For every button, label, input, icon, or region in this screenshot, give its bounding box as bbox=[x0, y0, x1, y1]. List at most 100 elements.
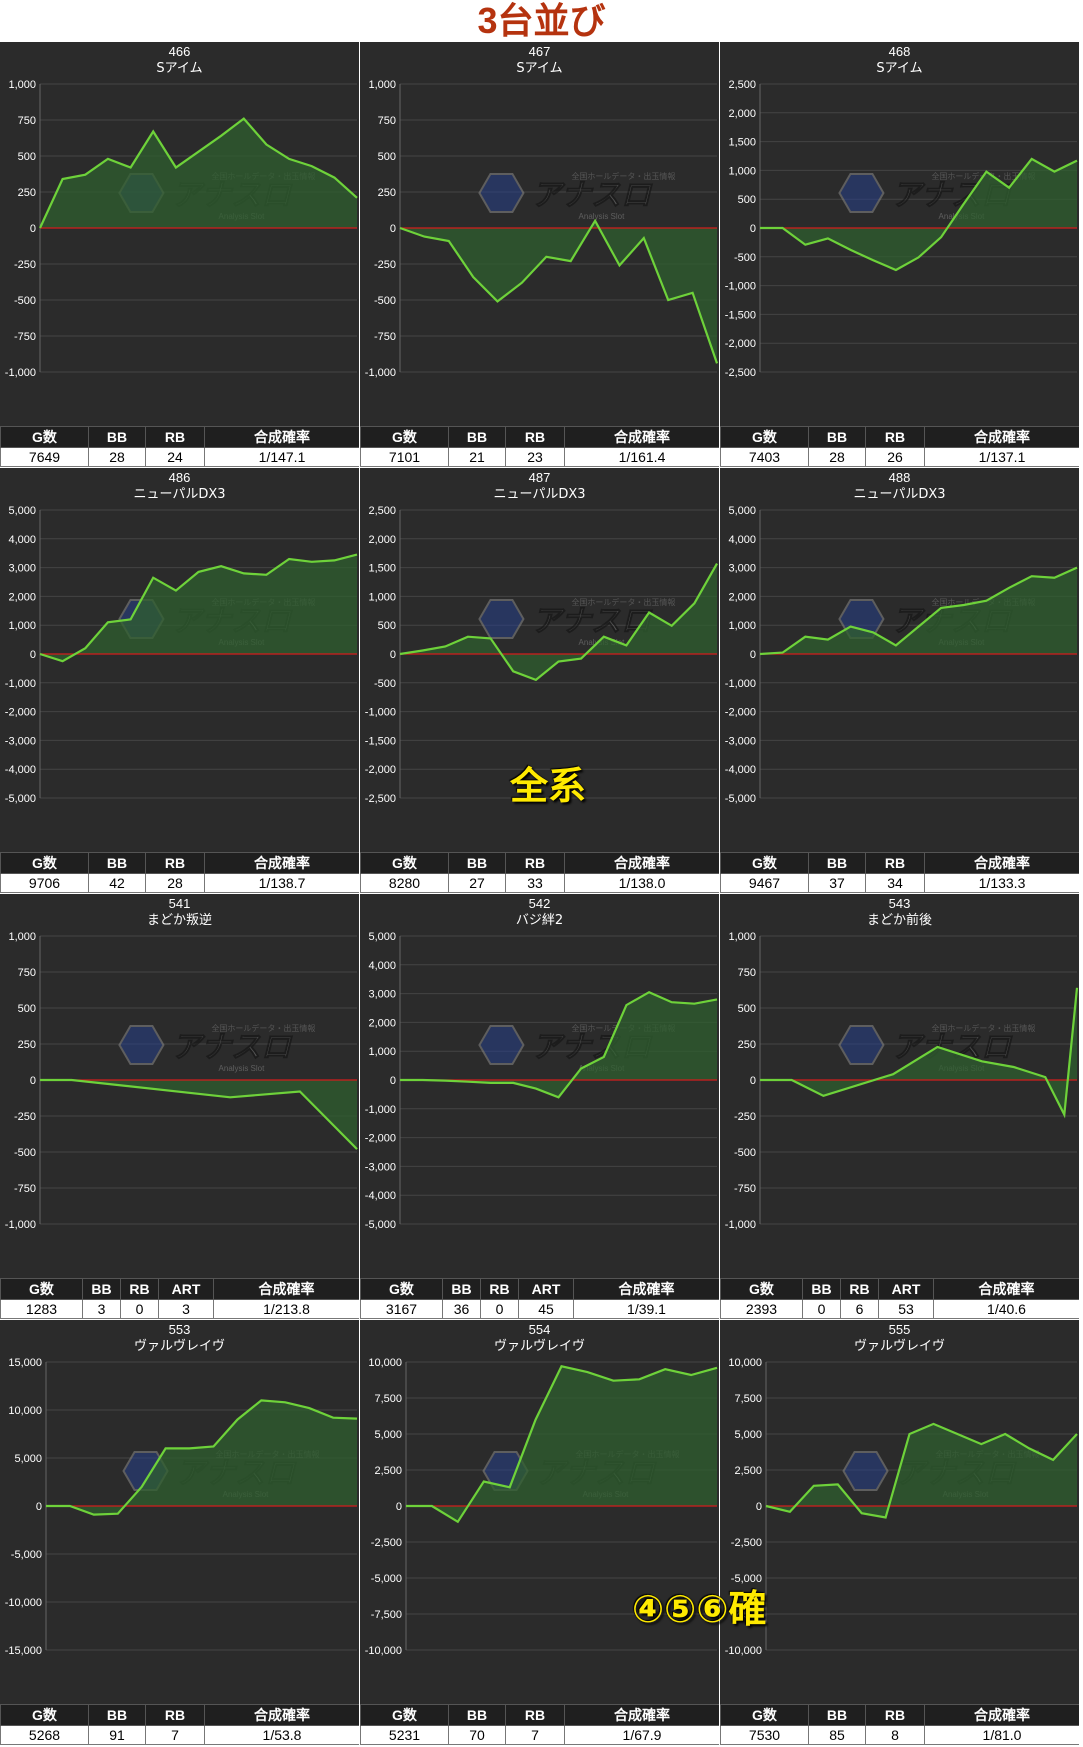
y-tick-label: -2,000 bbox=[365, 764, 396, 776]
y-tick-label: -1,000 bbox=[725, 281, 756, 293]
stats-header: 合成確率 bbox=[564, 1704, 719, 1726]
y-tick-label: -1,000 bbox=[5, 1219, 36, 1231]
y-tick-label: 2,000 bbox=[728, 591, 756, 603]
y-tick-label: 500 bbox=[378, 620, 396, 632]
chart-machine-name: ヴァルヴレイヴ bbox=[134, 1338, 225, 1354]
stats-value: 1/133.3 bbox=[924, 873, 1079, 893]
stats-value: 5268 bbox=[0, 1725, 89, 1745]
stats-header: 合成確率 bbox=[204, 426, 359, 448]
stats-value: 53 bbox=[878, 1299, 934, 1319]
y-tick-label: -10,000 bbox=[365, 1645, 402, 1657]
watermark-brand: アナスロ bbox=[171, 1030, 292, 1065]
y-tick-label: 0 bbox=[750, 649, 756, 661]
y-tick-label: -5,000 bbox=[725, 793, 756, 805]
stats-value: 45 bbox=[518, 1299, 574, 1319]
chart-machine-number: 553 bbox=[169, 1322, 191, 1337]
y-tick-label: 750 bbox=[18, 967, 36, 979]
y-tick-label: -500 bbox=[734, 1147, 756, 1159]
series-area bbox=[400, 220, 717, 364]
stats-header: BB bbox=[808, 1704, 866, 1726]
stats-header: RB bbox=[145, 426, 205, 448]
stats-table: G数 BB RB 合成確率 5268 91 7 1/53.8 bbox=[0, 1704, 359, 1745]
y-tick-label: 0 bbox=[750, 1075, 756, 1087]
y-tick-label: 1,500 bbox=[728, 137, 756, 149]
y-tick-label: 750 bbox=[18, 115, 36, 127]
stats-value: 1/213.8 bbox=[213, 1299, 359, 1319]
chart-panel-467: 467 Sアイム 1,000 750 500 250 0 -250 -500 -750 -1,000… bbox=[360, 42, 719, 467]
y-tick-label: -250 bbox=[734, 1111, 756, 1123]
y-tick-label: -500 bbox=[374, 678, 396, 690]
watermark-brand: アナスロ bbox=[531, 178, 652, 213]
stats-header: RB bbox=[145, 1704, 205, 1726]
y-tick-label: 500 bbox=[18, 1003, 36, 1015]
stats-value: 1/40.6 bbox=[933, 1299, 1079, 1319]
y-tick-label: 10,000 bbox=[728, 1357, 762, 1369]
y-tick-label: -5,000 bbox=[5, 793, 36, 805]
y-tick-label: 1,000 bbox=[368, 79, 396, 91]
stats-table: G数 BB RB 合成確率 7530 85 8 1/81.0 bbox=[720, 1704, 1079, 1745]
chart-machine-number: 486 bbox=[169, 470, 191, 485]
y-tick-label: -2,000 bbox=[725, 338, 756, 350]
y-tick-label: -1,000 bbox=[5, 678, 36, 690]
stats-header: G数 bbox=[0, 852, 89, 874]
chart-panel-553: 553 ヴァルヴレイヴ 15,000 10,000 5,000 0 -5,000 -10,00… bbox=[0, 1320, 359, 1745]
stats-value: 5231 bbox=[360, 1725, 449, 1745]
y-tick-label: -250 bbox=[374, 259, 396, 271]
series-area bbox=[766, 1423, 1077, 1518]
y-tick-label: -750 bbox=[734, 1183, 756, 1195]
stats-header: BB bbox=[88, 1704, 146, 1726]
y-tick-label: 500 bbox=[18, 151, 36, 163]
chart-machine-name: Sアイム bbox=[516, 61, 562, 76]
stats-header: BB bbox=[802, 1278, 841, 1300]
watermark-tagline: 全国ホールデータ・出玉情報 bbox=[211, 1023, 315, 1033]
stats-header: RB bbox=[865, 852, 925, 874]
chart-svg: 466 Sアイム 1,000 750 500 250 0 -250 -500 -750 -1,000… bbox=[5, 44, 358, 379]
stats-header: RB bbox=[120, 1278, 159, 1300]
y-tick-label: 7,500 bbox=[734, 1393, 762, 1405]
stats-header: 合成確率 bbox=[573, 1278, 719, 1300]
y-tick-label: -5,000 bbox=[731, 1573, 762, 1585]
y-tick-label: 1,000 bbox=[8, 931, 36, 943]
y-tick-label: 0 bbox=[750, 223, 756, 235]
stats-value: 3 bbox=[158, 1299, 214, 1319]
stats-table: G数 BB RB 合成確率 7649 28 24 1/147.1 bbox=[0, 426, 359, 467]
stats-value: 7 bbox=[145, 1725, 205, 1745]
stats-value: 9467 bbox=[720, 873, 809, 893]
stats-value: 37 bbox=[808, 873, 866, 893]
y-tick-label: 1,000 bbox=[8, 620, 36, 632]
chart-machine-number: 555 bbox=[889, 1322, 911, 1337]
stats-header: 合成確率 bbox=[564, 852, 719, 874]
stats-value: 36 bbox=[442, 1299, 481, 1319]
y-tick-label: -2,000 bbox=[365, 1133, 396, 1145]
stats-value: 27 bbox=[448, 873, 506, 893]
y-tick-label: 2,500 bbox=[728, 79, 756, 91]
chart-svg: 467 Sアイム 1,000 750 500 250 0 -250 -500 -750 -1,000… bbox=[365, 44, 719, 379]
watermark-tagline: 全国ホールデータ・出玉情報 bbox=[931, 1023, 1035, 1033]
stats-header: BB bbox=[88, 426, 146, 448]
series-area bbox=[400, 563, 717, 680]
y-tick-label: 2,000 bbox=[8, 591, 36, 603]
chart-panel-468: 468 Sアイム 2,500 2,000 1,500 1,000 500 0 -500 -1,00… bbox=[720, 42, 1079, 467]
watermark-tagline: 全国ホールデータ・出玉情報 bbox=[571, 597, 675, 607]
y-tick-label: -1,500 bbox=[365, 735, 396, 747]
y-tick-label: 0 bbox=[30, 1075, 36, 1087]
y-tick-label: 2,500 bbox=[734, 1465, 762, 1477]
y-tick-label: 250 bbox=[18, 187, 36, 199]
series-line bbox=[760, 987, 1079, 1119]
stats-value: 1/53.8 bbox=[204, 1725, 359, 1745]
stats-value: 1/147.1 bbox=[204, 447, 359, 467]
watermark-sub: Analysis Slot bbox=[219, 1064, 266, 1073]
y-tick-label: 250 bbox=[18, 1039, 36, 1051]
series-area bbox=[40, 1080, 357, 1150]
stats-value: 24 bbox=[145, 447, 205, 467]
stats-value: 8 bbox=[865, 1725, 925, 1745]
watermark-tagline: 全国ホールデータ・出玉情報 bbox=[571, 171, 675, 181]
stats-header: G数 bbox=[720, 852, 809, 874]
stats-table: G数 BB RB 合成確率 8280 27 33 1/138.0 bbox=[360, 852, 719, 893]
chart-machine-number: 554 bbox=[529, 1322, 551, 1337]
y-tick-label: -10,000 bbox=[725, 1645, 762, 1657]
y-tick-label: -2,500 bbox=[725, 367, 756, 379]
stats-table: G数 BB RB 合成確率 9706 42 28 1/138.7 bbox=[0, 852, 359, 893]
stats-table: G数 BB RB 合成確率 9467 37 34 1/133.3 bbox=[720, 852, 1079, 893]
